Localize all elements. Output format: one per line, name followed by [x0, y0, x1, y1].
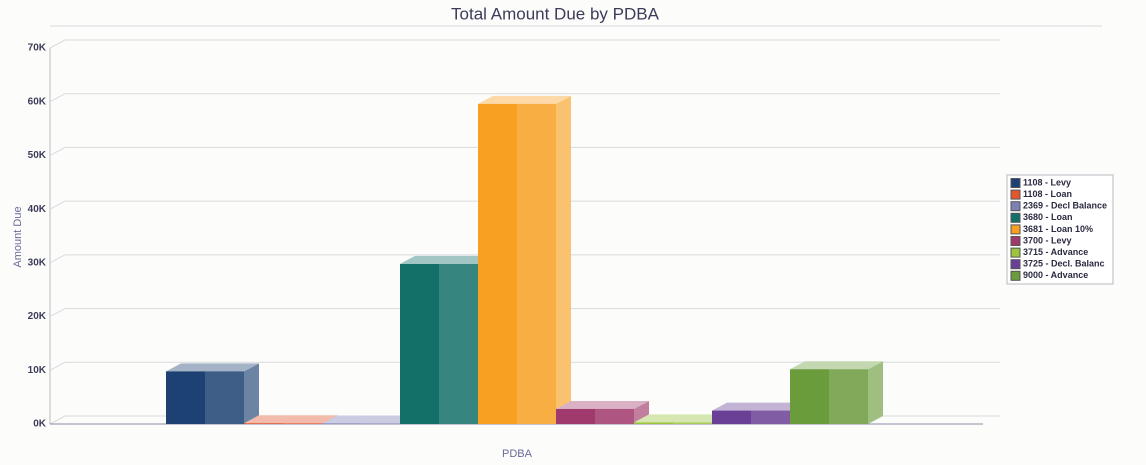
bar: [478, 95, 571, 424]
legend-label: 3681 - Loan 10%: [1023, 224, 1093, 234]
y-tick-label: 20K: [28, 311, 47, 322]
x-axis-title: PDBA: [502, 448, 533, 460]
legend-swatch: [1010, 270, 1021, 281]
bar-front: [556, 408, 634, 424]
grid-line: [49, 146, 1000, 156]
bar-side: [868, 361, 883, 424]
bar-top: [634, 414, 727, 423]
bar-front: [322, 423, 400, 424]
legend-swatch: [1010, 189, 1021, 200]
bar-sheen: [751, 410, 790, 424]
legend-label: 2369 - Decl Balance: [1023, 201, 1107, 211]
legend-label: 3700 - Levy: [1023, 235, 1072, 245]
legend-label: 3725 - Decl. Balanc: [1023, 259, 1105, 269]
bar: [244, 415, 337, 424]
legend-label: 3680 - Loan: [1023, 212, 1073, 222]
y-tick-label: 60K: [28, 96, 47, 107]
legend-label: 3715 - Advance: [1023, 247, 1088, 257]
bar-top: [244, 415, 337, 424]
bar-sheen: [205, 371, 244, 424]
bar-front: [400, 263, 478, 424]
legend-swatch: [1010, 212, 1021, 223]
bar-sheen: [517, 103, 556, 424]
y-tick-label: 30K: [28, 257, 47, 268]
grid-line: [49, 361, 1000, 371]
y-tick-label: 10K: [28, 365, 47, 376]
bar-side: [556, 95, 571, 424]
grid-line: [49, 200, 1000, 210]
legend-swatch: [1010, 224, 1021, 235]
bar-top: [166, 363, 259, 372]
legend-label: 1108 - Loan: [1023, 189, 1072, 199]
y-tick-label: 70K: [28, 43, 47, 54]
bar-top: [322, 415, 415, 424]
grid-line: [49, 308, 1000, 318]
bar-top: [712, 402, 805, 411]
legend: [1006, 174, 1114, 285]
bar-front: [244, 423, 322, 424]
bar-side: [634, 400, 649, 424]
bar-sheen: [439, 263, 478, 424]
bar-front: [478, 103, 556, 424]
bar-sheen: [361, 423, 400, 424]
bar: [556, 400, 649, 424]
bar-front: [712, 410, 790, 424]
legend-swatch: [1010, 236, 1021, 246]
bar-sheen: [595, 408, 634, 424]
grid-line: [49, 39, 1000, 49]
legend-swatch: [1010, 201, 1021, 212]
legend-label: 9000 - Advance: [1023, 270, 1088, 280]
bar-top: [556, 400, 649, 409]
legend-label: 1108 - Levy: [1023, 177, 1071, 187]
grid-line: [49, 254, 1000, 264]
bar-sheen: [283, 423, 322, 424]
bar-front: [166, 371, 244, 424]
legend-swatch: [1010, 259, 1021, 270]
legend-swatch: [1010, 178, 1021, 188]
legend-swatch: [1010, 247, 1021, 258]
bar: [790, 361, 883, 424]
bar-front: [634, 422, 712, 424]
y-axis-title: Amount Due: [12, 206, 24, 267]
grid-line: [49, 93, 1000, 103]
bar-sheen: [673, 422, 712, 424]
bar-side: [244, 363, 259, 424]
bar-sheen: [829, 369, 868, 424]
bar-top: [400, 255, 493, 264]
chart-title: Total Amount Due by PDBA: [451, 4, 660, 23]
bar: [166, 363, 259, 424]
bar-front: [790, 369, 868, 424]
bar-top: [790, 361, 883, 370]
y-tick-label: 50K: [28, 150, 47, 161]
y-tick-label: 0K: [33, 419, 47, 430]
bar-top: [478, 95, 571, 104]
y-tick-label: 40K: [28, 204, 47, 215]
